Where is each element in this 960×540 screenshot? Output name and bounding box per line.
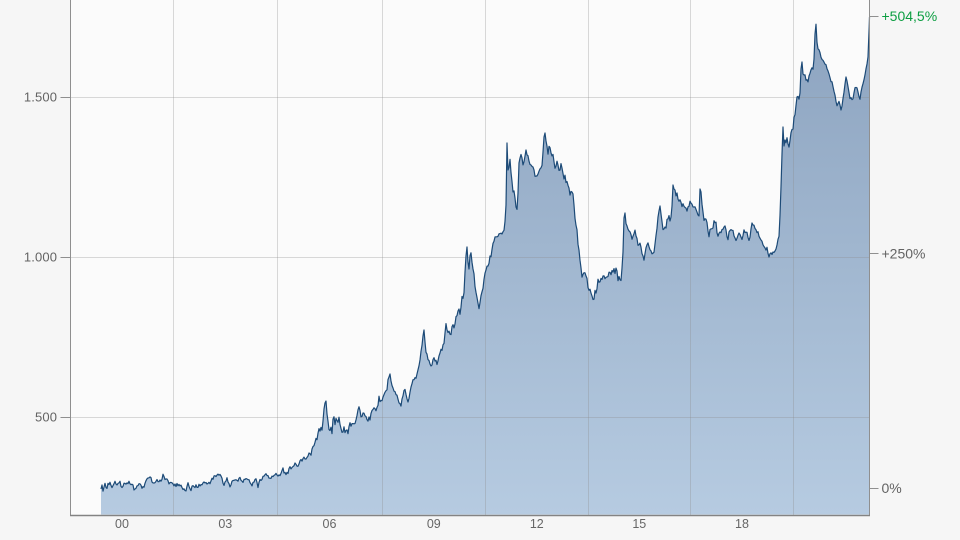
- svg-text:1.000: 1.000: [24, 249, 57, 264]
- svg-text:12: 12: [530, 517, 544, 531]
- svg-text:500: 500: [35, 409, 57, 424]
- svg-text:1.500: 1.500: [24, 89, 57, 104]
- svg-text:06: 06: [323, 517, 337, 531]
- svg-text:+250%: +250%: [882, 246, 926, 262]
- svg-text:09: 09: [427, 517, 441, 531]
- svg-text:03: 03: [218, 517, 232, 531]
- svg-text:+504,5%: +504,5%: [882, 8, 938, 24]
- svg-text:0%: 0%: [882, 480, 902, 496]
- svg-text:00: 00: [115, 517, 129, 531]
- svg-text:18: 18: [735, 517, 749, 531]
- svg-text:15: 15: [632, 517, 646, 531]
